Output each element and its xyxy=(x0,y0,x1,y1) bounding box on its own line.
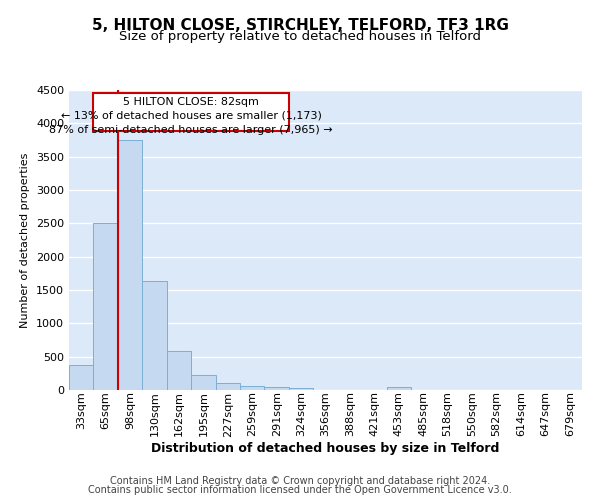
Bar xyxy=(118,140,142,390)
Bar xyxy=(167,350,191,390)
X-axis label: Distribution of detached houses by size in Telford: Distribution of detached houses by size … xyxy=(151,442,500,455)
Bar xyxy=(240,386,265,390)
Bar xyxy=(142,280,167,390)
Bar xyxy=(69,366,94,390)
Text: 5, HILTON CLOSE, STIRCHLEY, TELFORD, TF3 1RG: 5, HILTON CLOSE, STIRCHLEY, TELFORD, TF3… xyxy=(92,18,508,32)
Bar xyxy=(265,388,289,390)
Bar xyxy=(191,375,215,390)
Text: 5 HILTON CLOSE: 82sqm
← 13% of detached houses are smaller (1,173)
87% of semi-d: 5 HILTON CLOSE: 82sqm ← 13% of detached … xyxy=(49,96,333,134)
Y-axis label: Number of detached properties: Number of detached properties xyxy=(20,152,31,328)
Text: Contains HM Land Registry data © Crown copyright and database right 2024.: Contains HM Land Registry data © Crown c… xyxy=(110,476,490,486)
Bar xyxy=(94,224,118,390)
Text: Contains public sector information licensed under the Open Government Licence v3: Contains public sector information licen… xyxy=(88,485,512,495)
Bar xyxy=(215,383,240,390)
Text: Size of property relative to detached houses in Telford: Size of property relative to detached ho… xyxy=(119,30,481,43)
Bar xyxy=(386,386,411,390)
Bar xyxy=(289,388,313,390)
Bar xyxy=(94,92,289,132)
